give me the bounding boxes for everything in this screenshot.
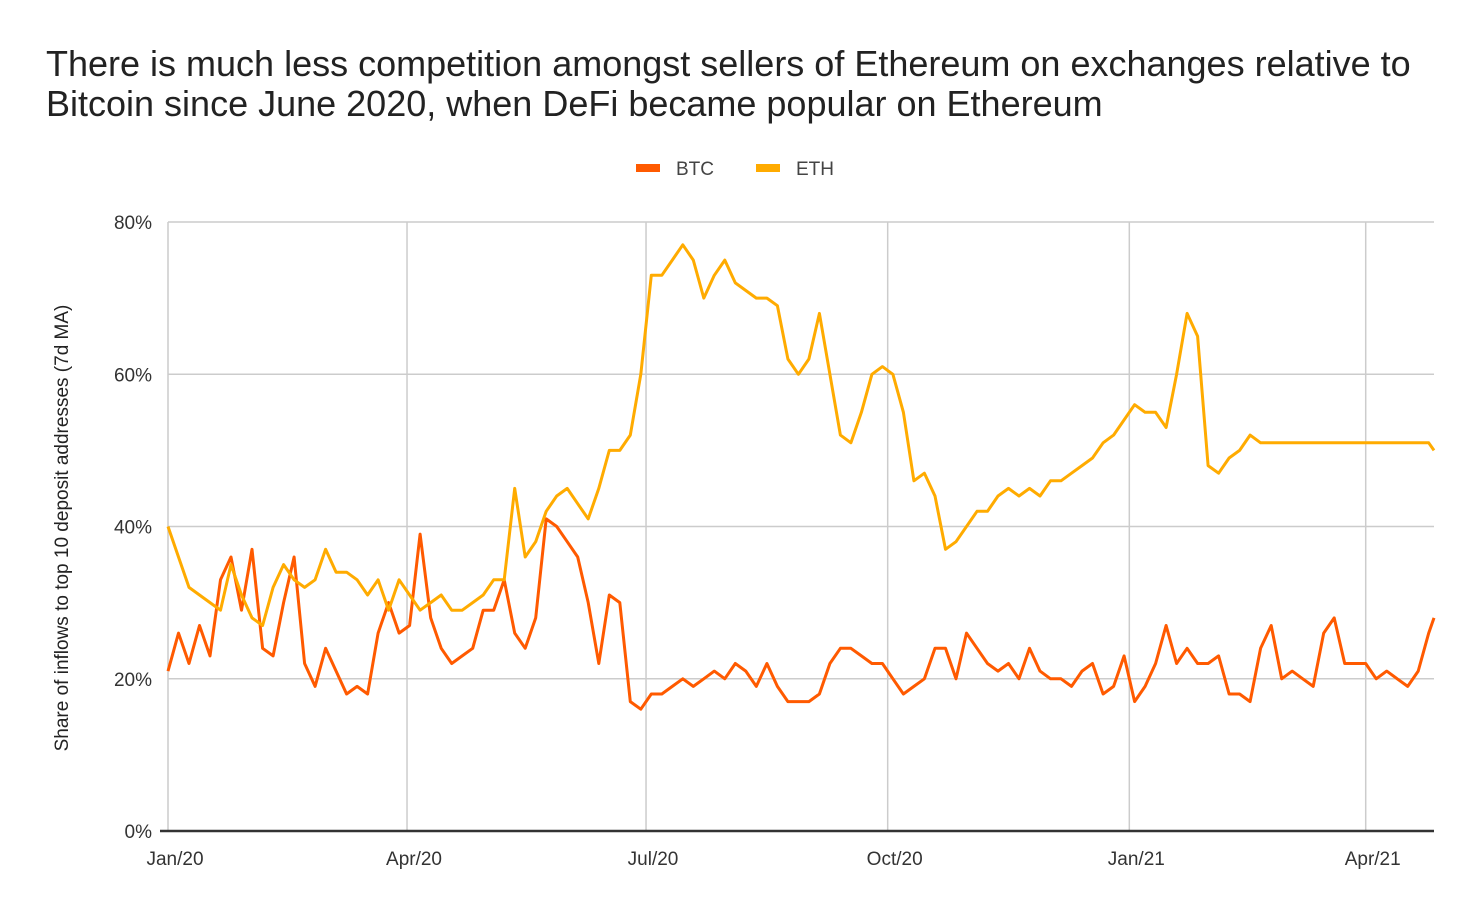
legend-label: BTC [676,159,714,180]
y-tick-label: 40% [114,518,152,539]
series-line-btc [166,517,1436,711]
y-tick-label: 0% [125,822,153,843]
legend-swatch [636,164,660,172]
legend-label: ETH [796,159,834,180]
x-axis-ticks: Jan/20 Apr/20 Jul/20 Oct/20 Jan/21 Apr/21 [146,849,1400,870]
legend: BTC ETH [636,159,834,180]
y-tick-label: 20% [114,670,152,691]
x-tick-label: Apr/20 [386,849,442,870]
legend-swatch [756,164,780,172]
y-axis-ticks: 0% 20% 40% 60% 80% [114,213,152,843]
gridlines [160,221,1434,833]
y-tick-label: 80% [114,213,152,234]
legend-item-eth[interactable]: ETH [756,159,834,180]
chart-title: There is much less competition amongst s… [46,43,1411,124]
series-lines [166,243,1436,711]
x-tick-label: Jul/20 [628,849,679,870]
x-tick-label: Jan/21 [1108,849,1165,870]
y-tick-label: 60% [114,365,152,386]
y-axis-label: Share of inflows to top 10 deposit addre… [52,305,73,752]
x-tick-label: Oct/20 [867,849,923,870]
x-tick-label: Apr/21 [1345,849,1401,870]
legend-item-btc[interactable]: BTC [636,159,714,180]
x-tick-label: Jan/20 [146,849,203,870]
series-line-eth [166,243,1436,627]
